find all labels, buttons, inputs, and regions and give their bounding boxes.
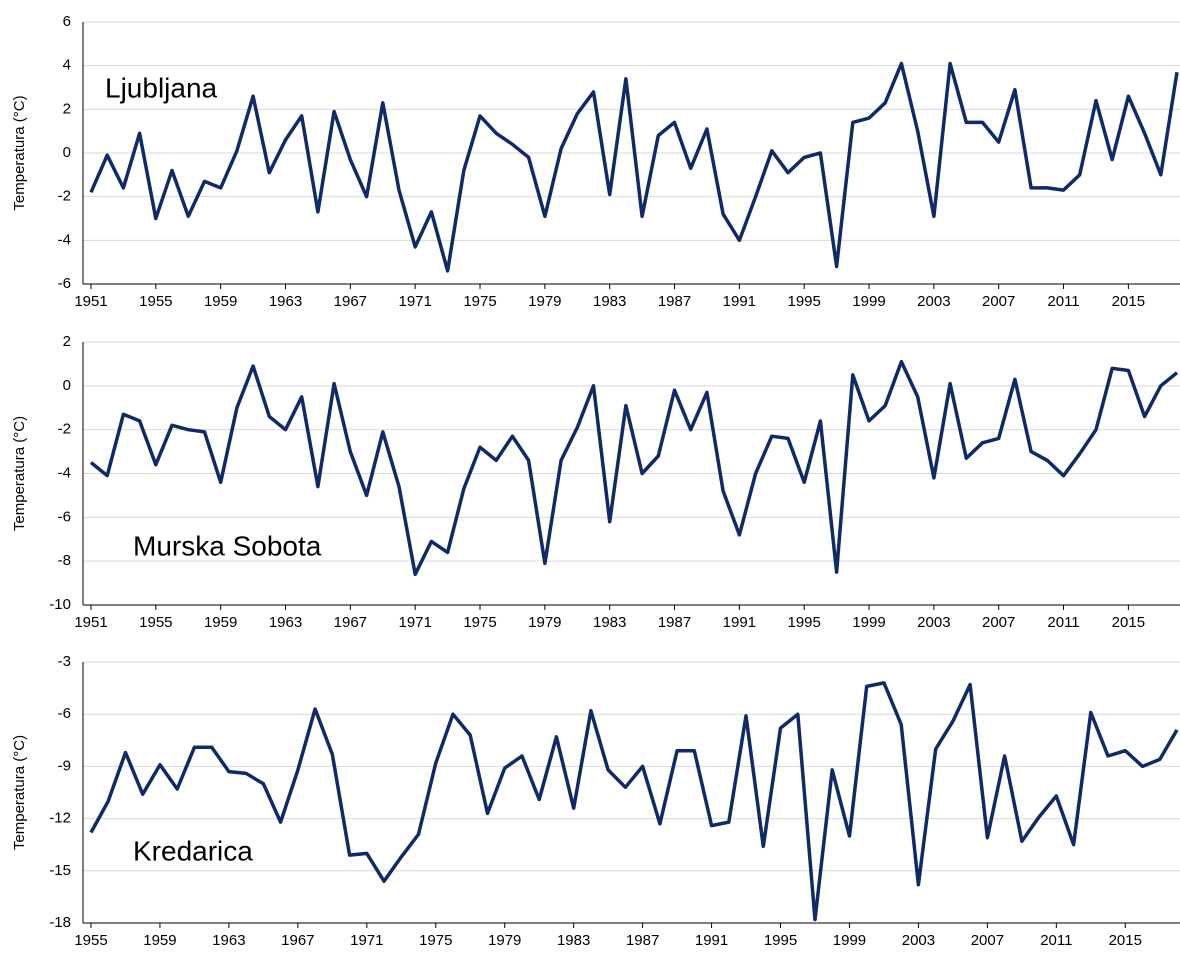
annotation: Murska Sobota	[133, 530, 322, 561]
line	[89, 359, 1179, 577]
x-tick-label: 1975	[463, 614, 496, 631]
x-tick-label: 1967	[334, 614, 367, 631]
y-axis-title: Temperatura (°C)	[11, 735, 28, 850]
x-tick-label: 1955	[74, 932, 107, 949]
x-tick-label: 2015	[1109, 932, 1142, 949]
x-tick-label: 1991	[723, 293, 756, 310]
x-tick-label: 1959	[204, 293, 237, 310]
x-tick-label: 2007	[982, 293, 1015, 310]
y-tick-label: -12	[49, 810, 71, 827]
x-tick-label: 1991	[695, 932, 728, 949]
y-tick-label: 0	[63, 144, 71, 161]
x-tick-label: 1983	[557, 932, 590, 949]
x-tick-label: 1967	[281, 932, 314, 949]
x-tick-label: 1987	[626, 932, 659, 949]
x-tick-label: 1963	[269, 614, 302, 631]
y-tick-label: -10	[49, 596, 71, 613]
x-tick-label: 2015	[1112, 293, 1145, 310]
y-tick-label: -2	[58, 421, 71, 438]
x-tick-label: 1987	[658, 293, 691, 310]
x-tick-label: 1999	[852, 293, 885, 310]
annotation: Ljubljana	[105, 72, 218, 103]
x-tick-label: 1995	[764, 932, 797, 949]
x-tick-label: 1971	[398, 614, 431, 631]
annotation: Kredarica	[133, 835, 253, 866]
x-tick-label: 1951	[74, 293, 107, 310]
y-tick-label: -6	[58, 508, 71, 525]
x-tick-label: 1999	[852, 614, 885, 631]
x-tick-label: 1999	[833, 932, 866, 949]
x-tick-label: 1959	[143, 932, 176, 949]
x-tick-label: 1987	[658, 614, 691, 631]
x-tick-label: 2007	[982, 614, 1015, 631]
x-tick-label: 2007	[971, 932, 1004, 949]
line	[89, 61, 1179, 273]
x-tick-label: 1983	[593, 614, 626, 631]
y-tick-label: 4	[63, 57, 71, 74]
x-tick-label: 1951	[74, 614, 107, 631]
x-tick-label: 1983	[593, 293, 626, 310]
x-tick-label: 1963	[269, 293, 302, 310]
x-tick-label: 1979	[528, 614, 561, 631]
x-tick-label: 2011	[1047, 293, 1079, 310]
x-tick-label: 1959	[204, 614, 237, 631]
x-tick-label: 1955	[139, 614, 172, 631]
y-tick-label: -4	[58, 231, 71, 248]
x-tick-label: 1995	[788, 614, 821, 631]
x-tick-label: 1979	[528, 293, 561, 310]
x-tick-label: 1963	[212, 932, 245, 949]
x-tick-label: 2003	[902, 932, 935, 949]
x-tick-label: 1955	[139, 293, 172, 310]
x-tick-label: 1995	[788, 293, 821, 310]
y-tick-label: -9	[58, 757, 71, 774]
x-tick-label: 2011	[1040, 932, 1072, 949]
y-tick-label: -4	[58, 464, 71, 481]
y-tick-label: -2	[58, 188, 71, 205]
y-axis-title: Temperatura (°C)	[11, 416, 28, 531]
y-tick-label: 2	[63, 333, 71, 350]
y-tick-label: 0	[63, 377, 71, 394]
y-tick-label: -3	[58, 653, 71, 670]
y-tick-label: 2	[63, 100, 71, 117]
y-tick-label: -15	[49, 862, 71, 879]
x-tick-label: 1979	[488, 932, 521, 949]
y-tick-label: -18	[49, 914, 71, 931]
x-tick-label: 2015	[1112, 614, 1145, 631]
y-tick-label: -8	[58, 552, 71, 569]
x-tick-label: 1971	[398, 293, 431, 310]
y-tick-label: -6	[58, 275, 71, 292]
x-tick-label: 2003	[917, 614, 950, 631]
x-tick-label: 1967	[334, 293, 367, 310]
x-tick-label: 1971	[350, 932, 383, 949]
x-tick-label: 1991	[723, 614, 756, 631]
y-tick-label: -6	[58, 705, 71, 722]
x-tick-label: 1975	[419, 932, 452, 949]
x-tick-label: 2003	[917, 293, 950, 310]
x-tick-label: 1975	[463, 293, 496, 310]
y-axis-title: Temperatura (°C)	[11, 95, 28, 210]
y-tick-label: 6	[63, 13, 71, 30]
x-tick-label: 2011	[1047, 614, 1079, 631]
line	[89, 681, 1179, 922]
